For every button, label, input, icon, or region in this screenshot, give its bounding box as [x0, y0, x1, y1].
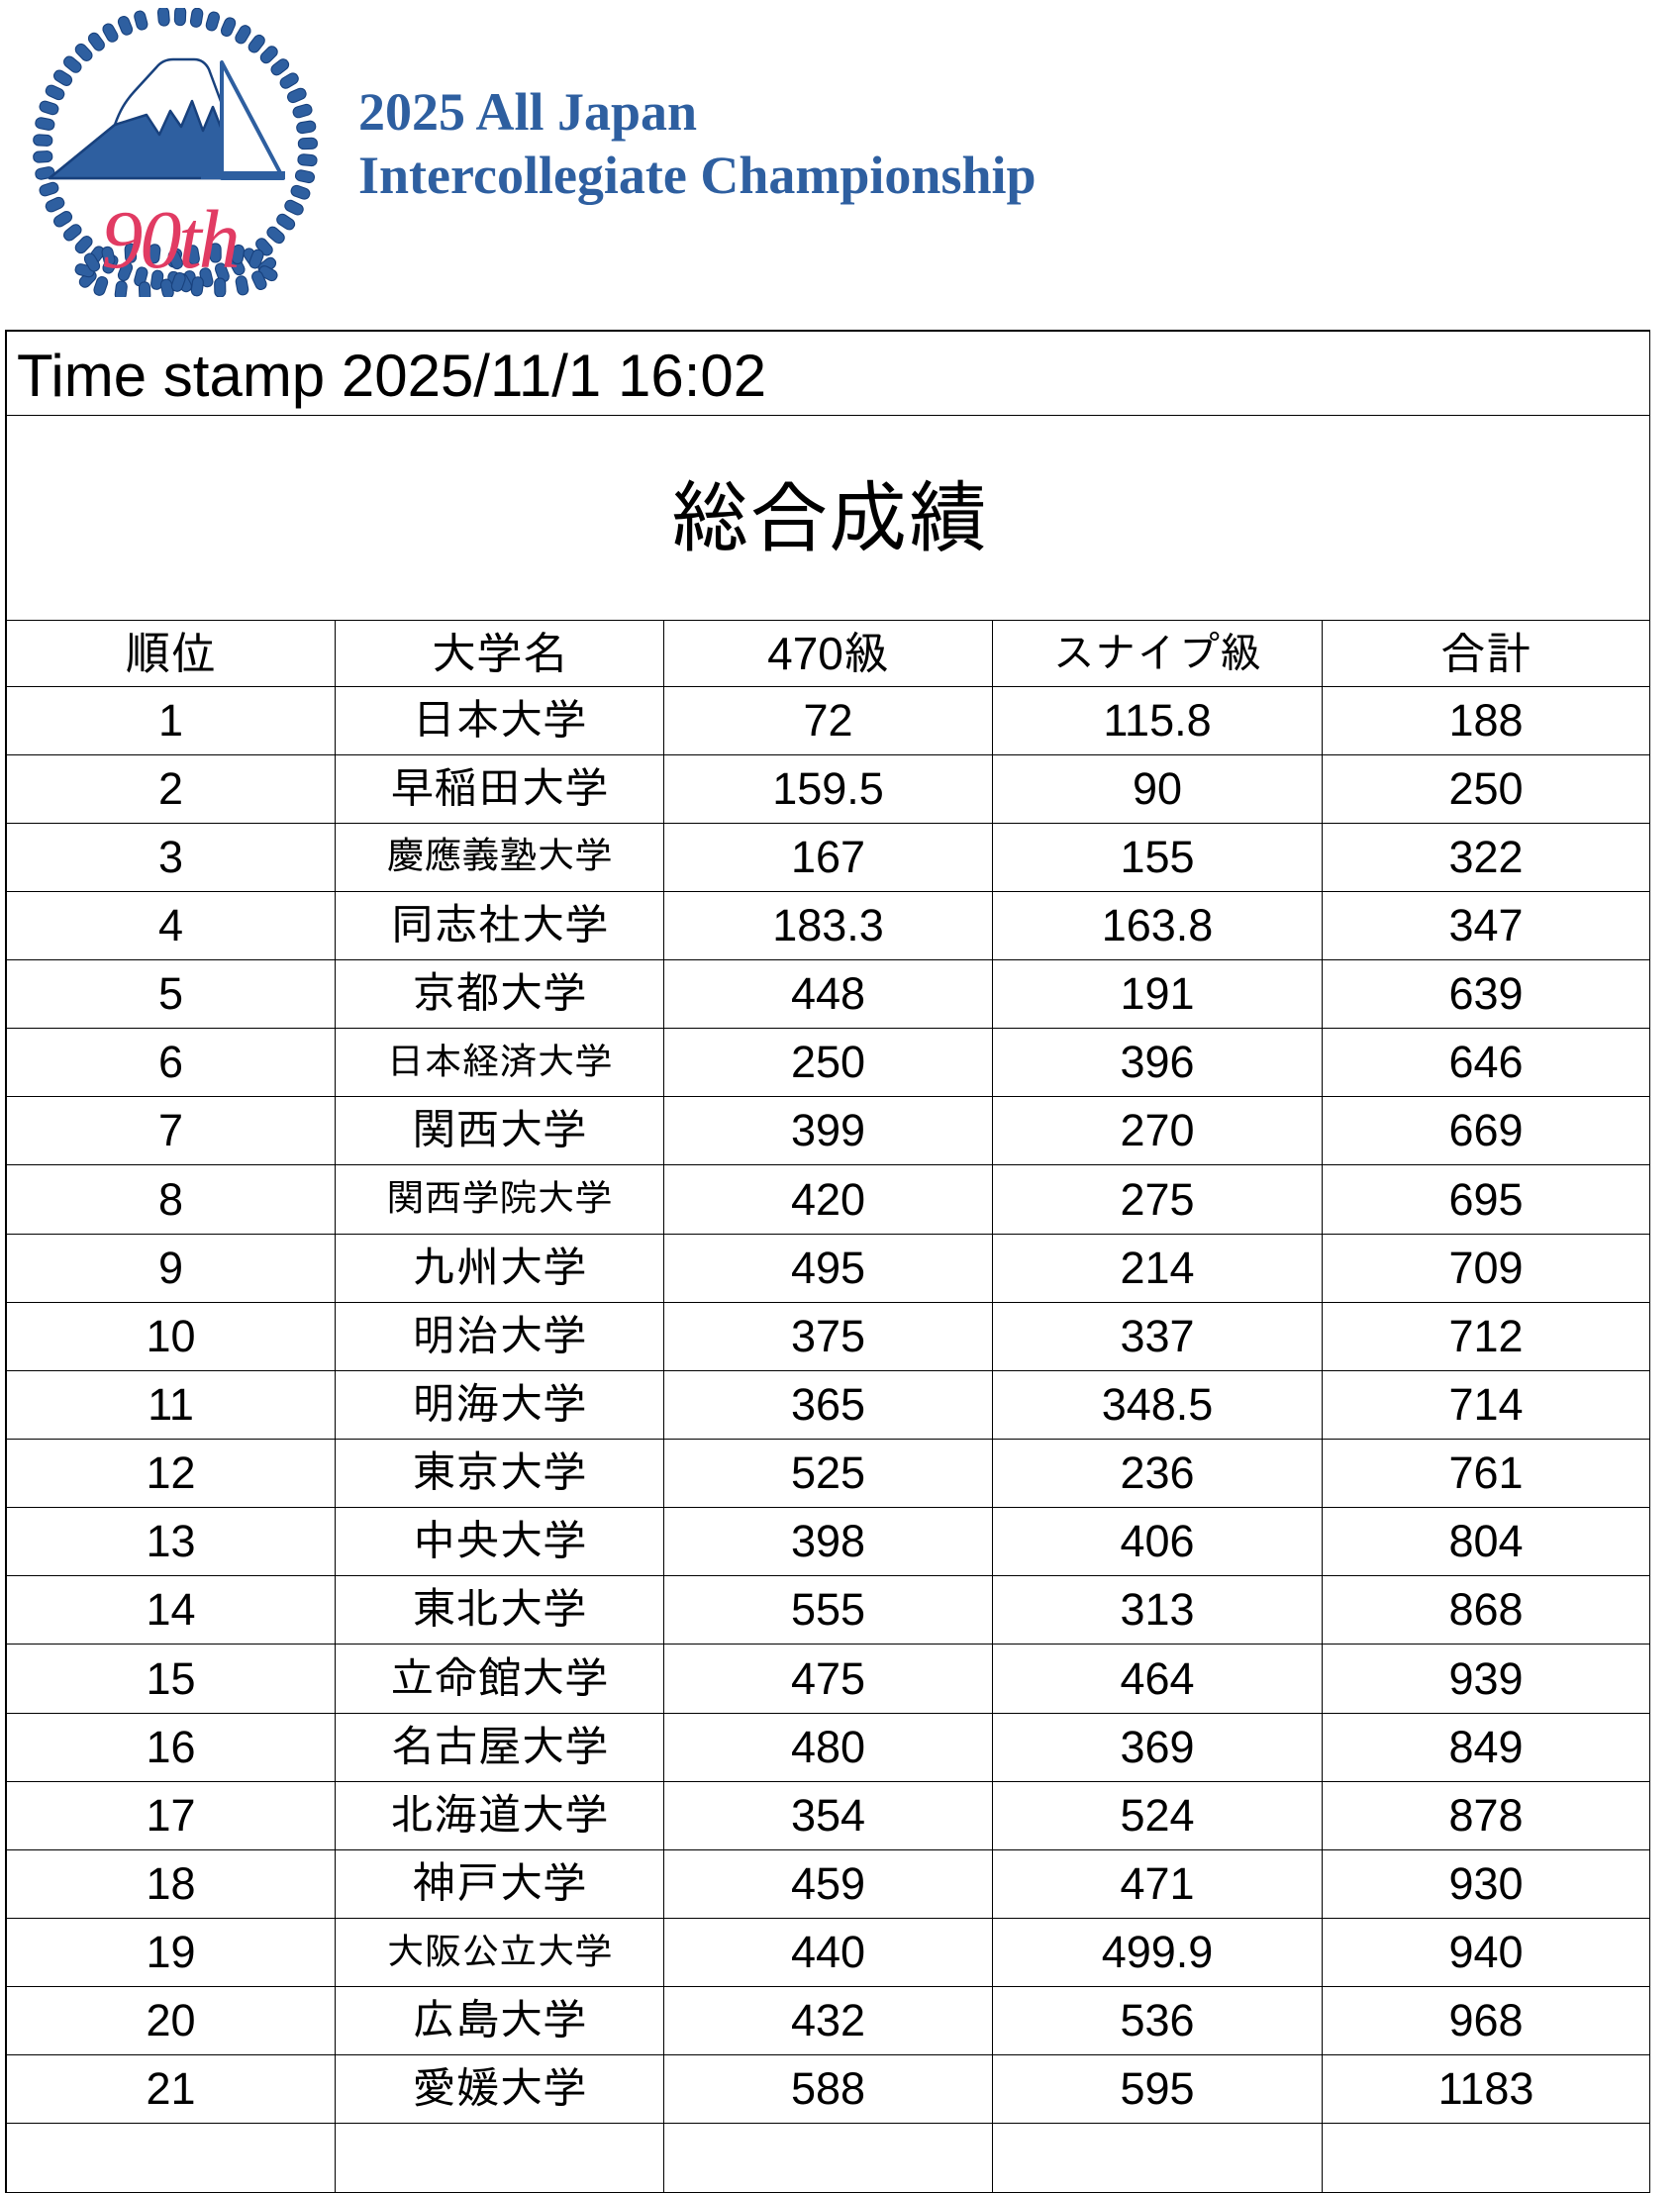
- svg-text:90th: 90th: [101, 194, 237, 286]
